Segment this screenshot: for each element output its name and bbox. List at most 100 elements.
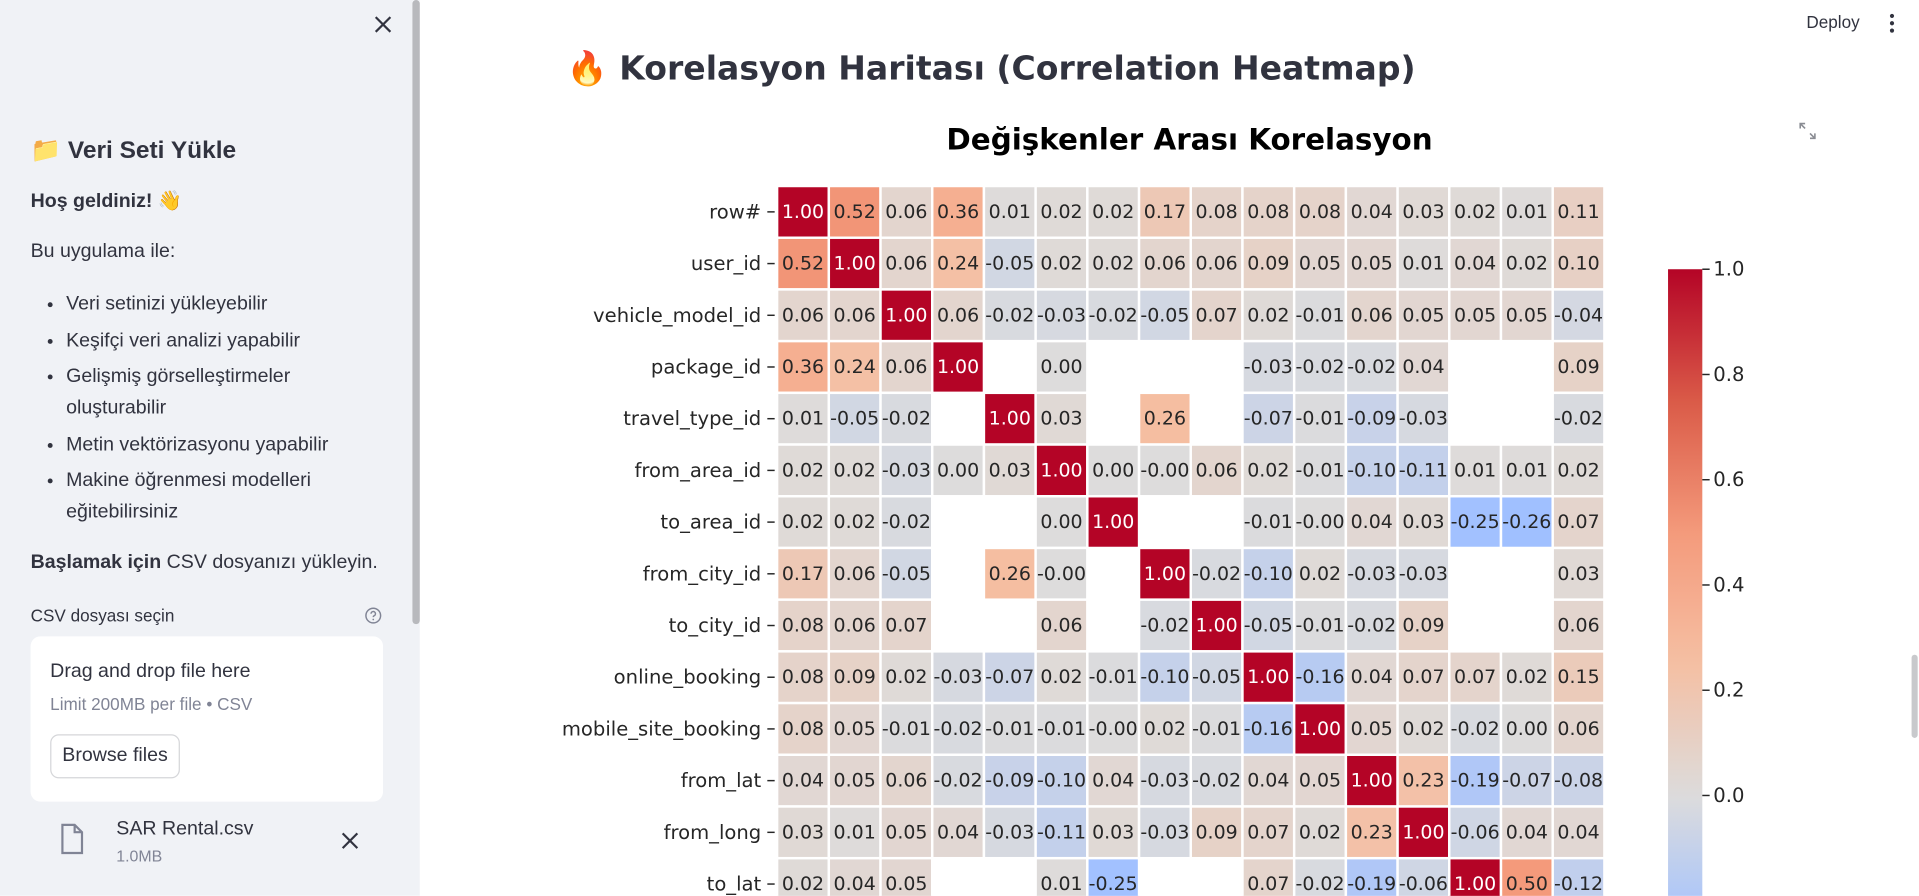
cell-label: -0.00 (1295, 511, 1344, 533)
cell-label: -0.02 (882, 408, 931, 430)
cell-label: 0.02 (1247, 304, 1289, 326)
heatmap-cell (1034, 701, 1089, 757)
heatmap-cell (1551, 288, 1606, 343)
heatmap-cell (1034, 598, 1089, 653)
cell-label: 0.52 (834, 201, 876, 223)
main-scrollbar (1911, 654, 1918, 738)
heatmap-cell (1551, 495, 1606, 550)
cell-label: 0.24 (834, 356, 876, 378)
cell-label: 0.05 (834, 770, 876, 792)
y-tick-label: from_area_id (635, 459, 762, 482)
cell-label: 1.00 (1247, 666, 1289, 688)
heatmap-cell (879, 184, 934, 239)
heatmap-cell (982, 443, 1037, 498)
cell-label: 0.05 (885, 873, 927, 895)
cell-label: -0.01 (1295, 459, 1344, 481)
dropzone[interactable]: Drag and drop file here Limit 200MB per … (30, 636, 384, 802)
heatmap-cell (1344, 495, 1399, 550)
cell-label: 1.00 (1299, 718, 1341, 740)
cell-label: 0.24 (937, 253, 979, 275)
cell-label: -0.03 (1399, 408, 1448, 430)
cell-label: 0.09 (1402, 615, 1444, 637)
cell-label: 0.52 (782, 253, 824, 275)
heatmap-cell (1241, 495, 1296, 550)
cell-label: -0.02 (934, 770, 983, 792)
cell-label: 0.17 (1144, 201, 1186, 223)
cell-label: 0.02 (1299, 563, 1341, 585)
help-icon[interactable] (365, 607, 382, 624)
heatmap-cell (1292, 288, 1348, 343)
fullscreen-button[interactable] (1799, 122, 1816, 140)
cell-label: -0.10 (1140, 666, 1189, 688)
cell-label: -0.10 (1244, 563, 1293, 585)
cell-label: -0.00 (1140, 459, 1189, 481)
heatmap-cell (931, 184, 986, 239)
browse-button[interactable]: Browse files (50, 734, 180, 779)
heatmap-cell (879, 495, 934, 550)
cell-label: -0.11 (1399, 459, 1448, 481)
deploy-button[interactable]: Deploy (1806, 12, 1860, 32)
cell-label: 0.23 (1351, 821, 1393, 843)
cell-label: -0.25 (1451, 511, 1500, 533)
heatmap-cell (879, 339, 934, 395)
heatmap-cell (827, 598, 882, 653)
remove-file[interactable] (341, 832, 359, 849)
heatmap-cell (1189, 443, 1244, 498)
y-tick-label: to_lat (707, 873, 762, 896)
cell-label: 0.15 (1557, 666, 1599, 688)
cell-label: -0.01 (1037, 718, 1086, 740)
cell-label: 0.04 (1351, 666, 1393, 688)
cell-label: 0.03 (989, 459, 1031, 481)
close-sidebar[interactable] (374, 16, 392, 33)
cell-label: 0.07 (1247, 873, 1289, 895)
dropzone-limit: Limit 200MB per file • CSV (50, 693, 253, 714)
heatmap-cell (1396, 236, 1451, 291)
heatmap-cell (827, 753, 882, 808)
cell-label: 0.01 (1506, 201, 1548, 223)
cell-label: 0.07 (885, 615, 927, 637)
main-menu[interactable] (1888, 12, 1895, 34)
start-text: Başlamak için CSV dosyanızı yükleyin. (31, 552, 378, 574)
heatmap-cell (1241, 236, 1296, 291)
y-tick-label: online_booking (614, 666, 762, 689)
cell-label: -0.03 (1347, 563, 1396, 585)
cell-label: 0.50 (1506, 873, 1548, 895)
cell-label: 1.00 (885, 304, 927, 326)
colorbar-tick-label: 0.4 (1713, 573, 1744, 596)
cell-label: -0.05 (882, 563, 931, 585)
cell-label: 0.04 (1506, 821, 1548, 843)
cell-label: -0.07 (985, 666, 1034, 688)
heatmap-cell (1448, 288, 1503, 343)
y-tick-label: from_long (664, 821, 762, 844)
heatmap-cell (827, 443, 882, 498)
colorbar-tick-label: 1.0 (1713, 258, 1744, 281)
heatmap-cell (1344, 184, 1399, 239)
cell-label: -0.19 (1451, 770, 1500, 792)
cell-label: 0.06 (834, 563, 876, 585)
cell-label: 0.04 (834, 873, 876, 895)
heatmap-cell (1344, 753, 1399, 808)
cell-label: 0.26 (1144, 408, 1186, 430)
heatmap-cell (879, 650, 934, 705)
cell-label: -0.01 (1244, 511, 1293, 533)
cell-label: 0.03 (1402, 201, 1444, 223)
cell-label: -0.05 (830, 408, 879, 430)
cell-label: 0.02 (1040, 666, 1082, 688)
heatmap-cell (1034, 236, 1089, 291)
heatmap-cell (1241, 443, 1296, 498)
cell-label: 0.02 (1454, 201, 1496, 223)
heatmap-cell (1292, 650, 1348, 705)
cell-label: 0.04 (1351, 201, 1393, 223)
heatmap-cell (1499, 495, 1554, 550)
heatmap-cell (1189, 701, 1244, 757)
sidebar: 📁 Veri Seti Yükle Hoş geldiniz! 👋 Bu uyg… (0, 0, 420, 896)
y-tick-label: mobile_site_booking (562, 717, 761, 740)
y-tick-label: from_lat (681, 769, 762, 792)
cell-label: 0.06 (834, 304, 876, 326)
cell-label: 0.02 (1040, 253, 1082, 275)
heatmap-cell (982, 650, 1037, 705)
cell-label: -0.02 (1451, 718, 1500, 740)
cell-label: 0.01 (1040, 873, 1082, 895)
